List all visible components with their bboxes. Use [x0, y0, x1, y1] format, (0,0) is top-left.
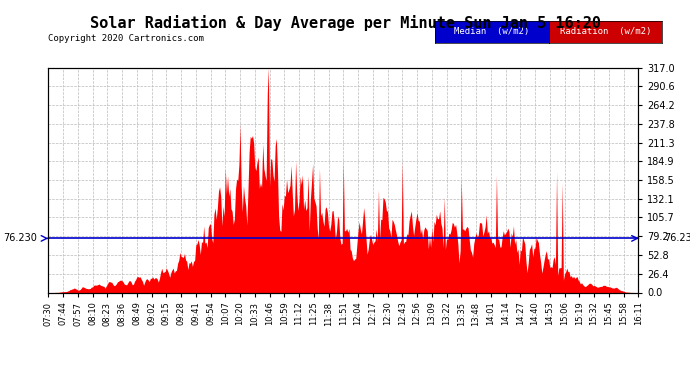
Text: Median  (w/m2): Median (w/m2) [454, 27, 529, 36]
Text: Copyright 2020 Cartronics.com: Copyright 2020 Cartronics.com [48, 34, 204, 43]
Text: Radiation  (w/m2): Radiation (w/m2) [560, 27, 651, 36]
Text: 76.230: 76.230 [3, 233, 37, 243]
Text: Solar Radiation & Day Average per Minute Sun Jan 5 16:20: Solar Radiation & Day Average per Minute… [90, 15, 600, 31]
Text: 76.230: 76.230 [664, 233, 690, 243]
